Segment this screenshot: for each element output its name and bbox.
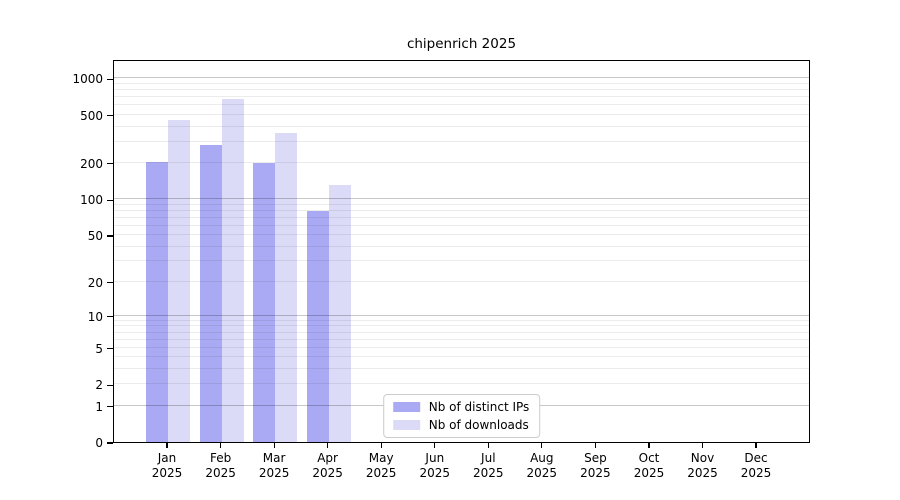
x-tick-label-may: May 2025 <box>365 451 397 480</box>
bar-feb-distinct-ips <box>199 145 222 442</box>
y-tick-0 <box>107 442 113 444</box>
x-tick-label-mar: Mar 2025 <box>258 451 290 480</box>
bar-apr-downloads <box>328 184 351 442</box>
bar-jan-distinct-ips <box>146 161 168 442</box>
legend-label-downloads: Nb of downloads <box>428 418 529 432</box>
legend-item-distinct-ips: Nb of distinct IPs <box>392 400 530 414</box>
x-tick-label-jan: Jan 2025 <box>151 451 183 480</box>
x-tick-feb <box>220 443 222 448</box>
x-tick-label-sep: Sep 2025 <box>580 451 611 480</box>
y-tick-100 <box>107 199 113 201</box>
y-tick-label-0: 0 <box>95 436 103 450</box>
y-tick-1 <box>107 405 113 408</box>
x-tick-label-jul: Jul 2025 <box>473 451 504 480</box>
x-tick-label-oct: Oct 2025 <box>633 451 665 480</box>
chart-title: chipenrich 2025 <box>406 36 517 52</box>
x-tick-label-aug: Aug 2025 <box>526 451 558 480</box>
y-tick-label-20: 20 <box>87 275 103 290</box>
y-tick-1000 <box>107 78 113 80</box>
y-tick-label-5: 5 <box>95 341 103 356</box>
bar-jan-downloads <box>168 119 190 442</box>
x-tick-aug <box>541 443 543 448</box>
plot-area: Nb of distinct IPs Nb of downloads <box>113 60 810 443</box>
legend-item-downloads: Nb of downloads <box>392 418 530 432</box>
x-tick-apr <box>327 443 329 448</box>
x-tick-dec <box>755 443 757 448</box>
x-tick-sep <box>594 443 596 448</box>
y-tick-10 <box>107 316 113 318</box>
x-tick-jan <box>166 443 168 448</box>
bar-apr-distinct-ips <box>306 210 329 442</box>
y-tick-label-10: 10 <box>87 309 103 324</box>
x-tick-jun <box>434 443 436 448</box>
legend-swatch-downloads <box>392 420 420 430</box>
bar-mar-distinct-ips <box>253 163 276 442</box>
y-tick-200 <box>107 163 113 165</box>
y-tick-500 <box>107 115 113 117</box>
x-tick-label-feb: Feb 2025 <box>205 451 236 480</box>
y-tick-label-100: 100 <box>80 193 103 208</box>
x-tick-label-dec: Dec 2025 <box>740 451 772 480</box>
y-tick-label-500: 500 <box>80 108 103 123</box>
bar-mar-downloads <box>275 133 298 442</box>
y-tick-label-50: 50 <box>87 229 103 243</box>
x-tick-label-nov: Nov 2025 <box>687 451 718 480</box>
y-tick-label-2: 2 <box>95 378 103 393</box>
y-tick-2 <box>107 384 113 386</box>
bars-layer <box>114 61 809 442</box>
y-tick-label-1: 1 <box>95 399 103 414</box>
legend: Nb of distinct IPs Nb of downloads <box>382 394 541 438</box>
y-tick-50 <box>107 235 113 237</box>
x-tick-jul <box>487 443 489 448</box>
bar-feb-downloads <box>221 99 244 442</box>
x-tick-label-apr: Apr 2025 <box>312 451 343 480</box>
legend-label-distinct-ips: Nb of distinct IPs <box>428 400 530 414</box>
x-tick-nov <box>701 443 704 448</box>
x-tick-mar <box>273 443 275 448</box>
x-tick-label-jun: Jun 2025 <box>419 451 451 480</box>
x-tick-may <box>380 443 382 448</box>
y-tick-5 <box>107 348 113 350</box>
y-tick-label-200: 200 <box>80 156 103 171</box>
x-tick-oct <box>648 443 650 448</box>
y-tick-20 <box>107 282 113 284</box>
legend-swatch-distinct-ips <box>392 402 420 412</box>
y-tick-label-1000: 1000 <box>72 72 103 87</box>
